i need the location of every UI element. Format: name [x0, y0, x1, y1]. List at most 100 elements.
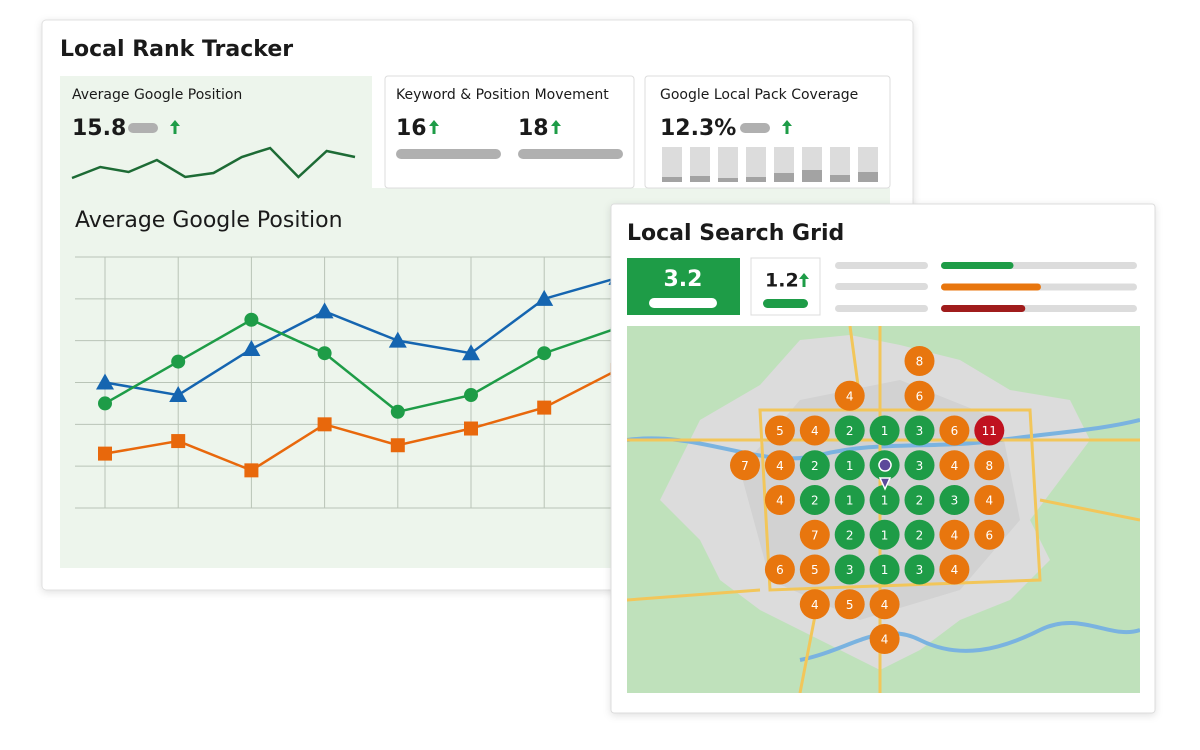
grid-cell: [939, 450, 970, 481]
pill: [763, 299, 808, 308]
grid-cell: [904, 346, 935, 376]
point: [464, 388, 478, 403]
bar-track: [662, 147, 682, 182]
grid-rank: 5: [811, 563, 819, 577]
pill: [649, 298, 717, 308]
grid-cell: [869, 589, 900, 620]
card-title: Keyword & Position Movement: [396, 87, 609, 103]
sparkline: [71, 146, 356, 180]
up-arrow: [799, 273, 809, 287]
point: [537, 400, 552, 415]
pill: [518, 149, 623, 159]
grid-cell: [869, 519, 900, 550]
grid-rank: 1: [881, 528, 889, 542]
bar: [858, 172, 878, 182]
up-arrow: [170, 120, 180, 134]
grid-rank: 1: [881, 424, 889, 438]
bar: [774, 173, 794, 182]
pin: [878, 458, 892, 491]
point: [462, 344, 480, 361]
bar: [690, 176, 710, 182]
grid-rank: 8: [985, 459, 993, 473]
card-value: 12.3%: [660, 116, 736, 141]
grid-rank: 3: [916, 563, 924, 577]
point: [317, 346, 332, 361]
grid-rank: 8: [916, 355, 924, 369]
point: [464, 421, 478, 436]
pill: [740, 123, 770, 133]
change: 1.2: [765, 270, 799, 292]
series-line: [104, 276, 618, 397]
grid-cell: [904, 380, 935, 411]
bar: [802, 170, 822, 182]
grid-cell: [904, 450, 935, 481]
point: [390, 404, 405, 419]
grid-rank: 3: [916, 459, 924, 473]
point: [390, 438, 405, 453]
grid-rank: 7: [741, 459, 749, 473]
grid-rank: 11: [982, 424, 997, 438]
card-title: Average Google Position: [72, 87, 242, 103]
grid-cell: [834, 554, 865, 585]
search-grid-card: Local Search Grid 3.2 1.2: [610, 203, 1156, 714]
grid-cell: [799, 554, 830, 585]
grid-rank: 2: [811, 494, 819, 508]
point: [171, 434, 186, 449]
point: [169, 386, 188, 403]
point: [98, 396, 112, 411]
grid-rank: 4: [846, 389, 854, 403]
bar: [746, 177, 766, 182]
title: Local Search Grid: [627, 221, 844, 246]
pill: [396, 149, 501, 159]
grid-cell: [799, 589, 830, 620]
grid-cell: [834, 589, 865, 620]
point: [96, 373, 114, 390]
point: [317, 417, 332, 432]
point: [388, 331, 407, 348]
point: [242, 340, 261, 357]
grid-cell: [904, 485, 935, 515]
bar: [830, 175, 850, 182]
grid-cell: [904, 519, 935, 550]
grid-cell: [834, 415, 865, 446]
card-title: Google Local Pack Coverage: [660, 87, 858, 103]
grid-cell: [939, 485, 970, 515]
title: Local Rank Tracker: [60, 37, 293, 62]
bar: [718, 178, 738, 182]
grid-cell: [764, 554, 795, 585]
grid-cell: [939, 415, 970, 446]
grid-rank: 2: [811, 459, 819, 473]
grid-cell: [904, 554, 935, 585]
point: [535, 289, 554, 306]
grid-rank: 5: [776, 424, 784, 438]
grid-cell: [799, 415, 830, 446]
grid-cell: [730, 450, 760, 481]
grid-rank: 4: [951, 563, 959, 577]
grid-rank: 1: [846, 494, 854, 508]
grid-cell: [834, 485, 865, 515]
grid-cell: [799, 519, 830, 550]
grid-cell: [974, 485, 1005, 515]
grid-cell: [799, 450, 830, 481]
bar: [662, 177, 682, 182]
grid-rank: 6: [951, 424, 959, 438]
grid-rank: 4: [881, 598, 889, 612]
bar-track: [690, 147, 710, 182]
grid-cell: [974, 450, 1005, 481]
grid-cell: [834, 380, 865, 411]
point: [98, 446, 112, 461]
grid-rank: 1: [881, 563, 889, 577]
series-line: [104, 318, 618, 414]
grid-rank: 3: [846, 563, 854, 577]
grid-rank: 6: [776, 563, 784, 577]
bar-track: [718, 147, 738, 182]
grid-rank: 4: [776, 494, 784, 508]
grid-rank: 1: [846, 459, 854, 473]
grid-rank: 2: [846, 528, 854, 542]
grid-rank: 3: [951, 494, 959, 508]
grid-cell: [869, 485, 900, 515]
grid-rank: 4: [881, 633, 889, 647]
progress-bar: [941, 283, 1041, 291]
grid-cell: [834, 450, 865, 481]
